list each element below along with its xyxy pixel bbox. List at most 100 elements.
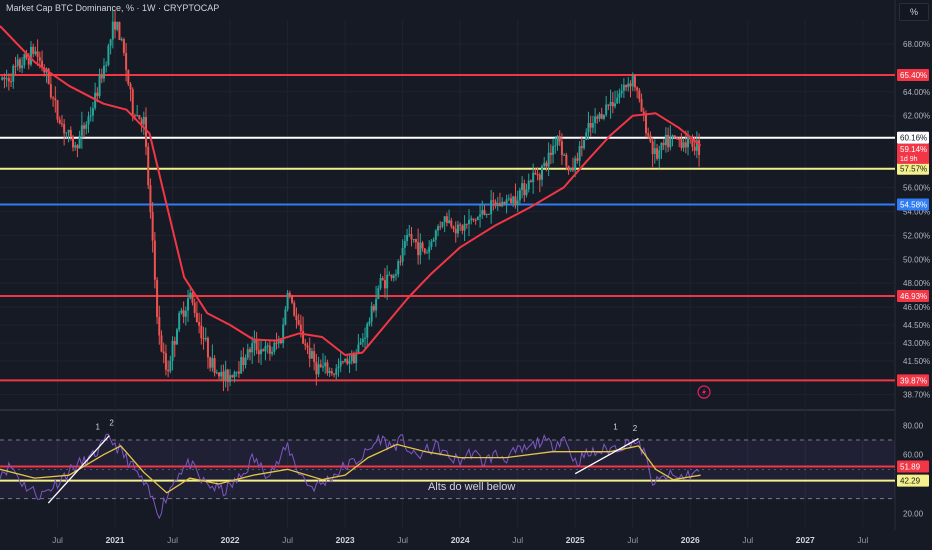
- candle-body: [602, 114, 605, 119]
- candle-body: [211, 358, 214, 368]
- time-tick-label: 2026: [681, 535, 700, 545]
- candle-body: [187, 298, 190, 311]
- unit-toggle-button[interactable]: %: [899, 3, 929, 21]
- candle-body: [492, 200, 495, 202]
- candle-body: [54, 98, 57, 101]
- candle-body: [669, 137, 672, 148]
- candle-body: [406, 235, 409, 242]
- candle-body: [660, 142, 663, 151]
- candle-body: [293, 302, 296, 316]
- candle-body: [505, 199, 508, 204]
- candle-body: [178, 312, 181, 330]
- candle-body: [153, 240, 156, 280]
- candle-body: [523, 183, 526, 196]
- time-tick-label: Jul: [512, 535, 523, 545]
- candle-body: [246, 349, 249, 358]
- time-axis[interactable]: Jul 2021 Jul 2022 Jul 2023 Jul 2024 Jul 2025 Jul 20…: [52, 535, 868, 545]
- candle-body: [370, 305, 373, 322]
- candle-body: [244, 357, 247, 366]
- candle-body: [445, 216, 448, 223]
- candle-body: [319, 364, 322, 368]
- candle-body: [133, 115, 136, 117]
- candle-body: [675, 137, 678, 139]
- candle-body: [74, 145, 77, 148]
- candle-body: [644, 114, 647, 134]
- candle-body: [102, 65, 105, 79]
- candle-body: [454, 228, 457, 234]
- candle-body: [518, 190, 521, 201]
- candle-body: [122, 39, 125, 53]
- candle-body: [423, 248, 426, 253]
- candle-body: [231, 375, 234, 378]
- candle-body: [585, 132, 588, 140]
- candle-body: [344, 358, 347, 362]
- candle-body: [222, 371, 225, 380]
- candle-body: [691, 139, 694, 147]
- lightning-icon: [702, 388, 707, 397]
- candle-body: [441, 221, 444, 227]
- candle-body: [175, 329, 178, 345]
- candle-body: [339, 361, 342, 367]
- candle-body: [295, 315, 298, 321]
- candle-body: [443, 216, 446, 222]
- candle-body: [529, 180, 532, 183]
- time-tick-label: 2027: [796, 535, 815, 545]
- moving-average-line: [0, 25, 702, 356]
- candle-body: [107, 45, 110, 65]
- candle-body: [279, 340, 282, 344]
- candle-body: [361, 338, 364, 343]
- candle-body: [574, 158, 577, 171]
- candle-body: [578, 146, 581, 161]
- candle-body: [348, 361, 351, 364]
- candle-body: [253, 340, 256, 344]
- candle-body: [642, 111, 645, 115]
- candle-body: [498, 203, 501, 207]
- candle-body: [198, 321, 201, 326]
- candle-body: [193, 302, 196, 313]
- candle-body: [673, 135, 676, 138]
- time-tick-label: Jul: [397, 535, 408, 545]
- candle-body: [366, 323, 369, 338]
- candle-body: [27, 58, 30, 65]
- candle-body: [10, 81, 13, 83]
- candle-body: [516, 200, 519, 206]
- candle-body: [439, 226, 442, 228]
- candle-body: [448, 220, 451, 223]
- candle-body: [282, 324, 285, 344]
- candle-body: [233, 372, 236, 378]
- candle-body: [383, 280, 386, 289]
- candle-body: [534, 172, 537, 175]
- candle-body: [421, 242, 424, 249]
- candle-body: [452, 226, 455, 229]
- price-axis[interactable]: 68.00% 64.00% 62.00% 56.00% 54.00% 52.00% 50.0…: [897, 40, 930, 518]
- candle-body: [468, 219, 471, 225]
- candle-body: [202, 338, 205, 340]
- candle-body: [463, 223, 466, 231]
- candle-body: [591, 123, 594, 128]
- candle-body: [310, 351, 313, 359]
- candle-body: [118, 21, 121, 41]
- horizontal-levels[interactable]: [0, 74, 895, 482]
- candle-body: [72, 136, 75, 148]
- candle-body: [218, 372, 221, 377]
- rsi-level-badge: 42.29: [900, 477, 921, 486]
- candle-body: [554, 145, 557, 147]
- candles: [1, 9, 701, 392]
- candle-body: [622, 84, 625, 91]
- candle-body: [496, 203, 499, 207]
- candle-body: [271, 351, 274, 354]
- candle-body: [545, 162, 548, 167]
- candle-body: [23, 54, 26, 66]
- level-badge: 60.16%: [900, 134, 927, 143]
- candle-body: [410, 234, 413, 240]
- candle-body: [240, 357, 243, 374]
- candle-body: [625, 84, 628, 88]
- candle-body: [264, 345, 267, 352]
- candle-body: [34, 51, 37, 54]
- candle-body: [483, 210, 486, 215]
- candle-body: [114, 21, 117, 30]
- candle-body: [237, 371, 240, 374]
- candle-body: [100, 74, 103, 79]
- candle-body: [507, 198, 510, 200]
